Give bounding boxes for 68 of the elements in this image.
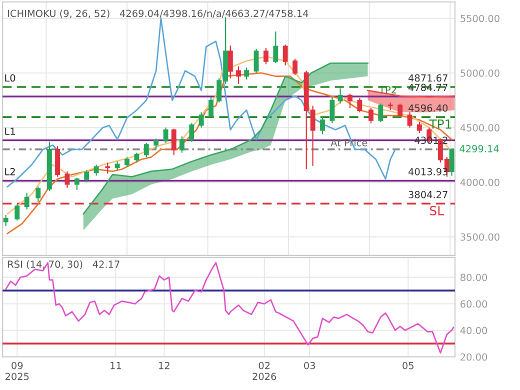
candlestick	[154, 138, 159, 150]
candlestick	[124, 156, 130, 168]
y-tick-label: 3500.00	[460, 233, 500, 241]
candlestick	[171, 128, 176, 156]
candlestick	[228, 45, 233, 79]
candlestick	[236, 66, 241, 84]
candlestick	[179, 136, 184, 154]
candlestick	[378, 103, 384, 123]
x-tick-label: 02 2026	[252, 362, 276, 380]
ref-line-label: 4596.40	[408, 104, 448, 112]
candlestick	[105, 162, 110, 174]
candlestick	[273, 30, 278, 64]
candlestick	[416, 122, 422, 134]
chart-title: RSI (14, 70, 30) 42.17	[8, 260, 120, 270]
candlestick	[282, 44, 288, 66]
y-tick-label: 80.00	[460, 274, 488, 282]
x-tick-label: 03	[304, 362, 315, 370]
y-tick-label: 20.00	[460, 353, 488, 361]
candlestick	[24, 192, 30, 210]
y-tick-label: 60.00	[460, 300, 488, 308]
candlestick	[407, 112, 412, 128]
candlestick	[84, 170, 90, 183]
candlestick	[320, 116, 325, 135]
y-tick-label: 5000.00	[460, 69, 500, 77]
candlestick	[3, 214, 8, 227]
candlestick	[134, 152, 140, 164]
candlestick	[94, 164, 99, 176]
text: ICHIMOKU (9, 26, 52) 4269.04/4398.16/n/a/4663.27/4758.14	[8, 10, 308, 18]
annotation: TP1	[429, 120, 452, 129]
ref-line-label: 4871.67	[408, 74, 448, 82]
x-tick-label: 05	[402, 362, 414, 370]
y-tick-label: 40.00	[460, 326, 488, 334]
ref-line-label: 3804.27	[408, 190, 448, 198]
candlestick	[189, 122, 194, 142]
candlestick	[163, 127, 168, 144]
annotation: L1	[5, 128, 15, 135]
candlestick	[198, 112, 204, 128]
candlestick	[338, 88, 343, 104]
x-tick-label: 11	[110, 362, 121, 370]
annotation: 4299.14	[460, 145, 499, 152]
candlestick	[398, 103, 403, 118]
candlestick	[263, 47, 268, 65]
candlestick	[292, 58, 298, 76]
candlestick	[74, 177, 80, 190]
candlestick	[330, 96, 335, 124]
candlestick	[348, 93, 352, 108]
line-series	[6, 18, 396, 188]
candlestick	[244, 66, 250, 80]
candlestick	[449, 148, 454, 176]
ref-line-label: 4301.2	[414, 136, 448, 144]
x-tick-label: 09 2025	[5, 362, 29, 380]
candlestick	[368, 107, 374, 124]
candlestick	[208, 96, 214, 118]
x-tick-label: 12	[159, 362, 170, 370]
line-series	[6, 72, 452, 234]
y-tick-label: 4500.00	[460, 124, 500, 132]
y-tick-label: 5500.00	[460, 14, 500, 22]
annotation: L2	[5, 168, 15, 176]
candlestick	[64, 170, 70, 188]
line-series	[5, 262, 454, 354]
candlestick	[254, 48, 259, 74]
candlestick	[144, 142, 149, 158]
candlestick	[36, 186, 41, 202]
annotation: SL	[430, 206, 444, 216]
annotation: L0	[5, 74, 16, 82]
y-tick-label: 4000.00	[460, 178, 500, 186]
candlestick	[357, 98, 362, 113]
candlestick	[14, 204, 20, 222]
